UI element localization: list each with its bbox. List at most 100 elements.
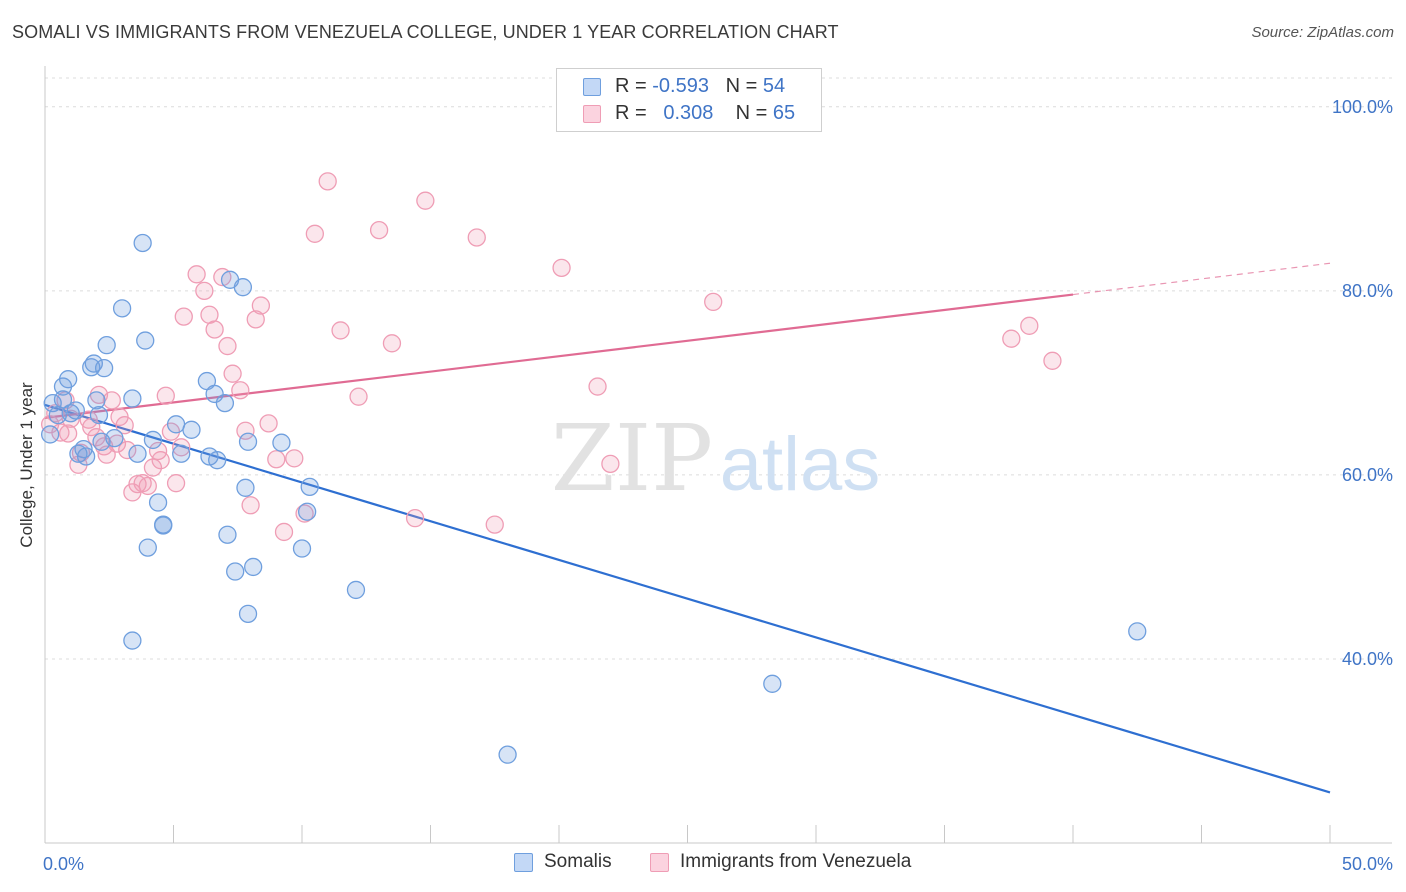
- point-somalis: [148, 493, 168, 512]
- point-venezuela: [58, 424, 78, 443]
- point-venezuela: [151, 451, 170, 470]
- point-somalis: [97, 336, 116, 355]
- point-somalis: [172, 444, 191, 463]
- trend-line-somalis: [44, 403, 1331, 794]
- point-venezuela: [416, 191, 435, 210]
- point-venezuela: [601, 454, 620, 474]
- point-venezuela: [138, 476, 157, 496]
- point-somalis: [69, 444, 88, 463]
- point-venezuela: [382, 334, 402, 353]
- point-somalis: [61, 404, 80, 423]
- point-somalis: [92, 432, 111, 451]
- point-venezuela: [1020, 316, 1039, 335]
- point-somalis: [53, 377, 73, 396]
- point-somalis: [244, 557, 263, 577]
- point-somalis: [208, 451, 227, 470]
- point-somalis: [300, 477, 319, 497]
- point-somalis: [43, 393, 62, 413]
- point-somalis: [89, 405, 109, 425]
- point-somalis: [1128, 622, 1147, 641]
- point-venezuela: [552, 258, 571, 278]
- trend-line-venezuela-extension: [1072, 262, 1331, 296]
- point-venezuela: [467, 228, 486, 247]
- point-somalis: [143, 430, 163, 450]
- bottom-legend-label-venezuela: Immigrants from Venezuela: [680, 851, 912, 872]
- legend-n-value-venezuela: 65: [772, 102, 796, 124]
- x-tick-label-max: 50.0%: [1342, 854, 1393, 874]
- point-somalis: [346, 580, 366, 600]
- point-venezuela: [259, 414, 278, 433]
- watermark-zip: ZIP: [551, 405, 713, 512]
- legend-r-label: R =: [615, 75, 653, 97]
- point-venezuela: [285, 449, 304, 468]
- point-somalis: [40, 425, 60, 444]
- point-venezuela: [349, 387, 368, 406]
- y-axis-label: College, Under 1 year: [17, 382, 36, 548]
- point-venezuela: [218, 336, 237, 356]
- point-somalis: [236, 478, 255, 497]
- point-somalis: [128, 444, 147, 463]
- point-venezuela: [318, 172, 337, 191]
- legend-n-label: N =: [725, 75, 763, 97]
- y-tick-label: 60.0%: [1342, 465, 1393, 485]
- axes: [44, 66, 1392, 844]
- point-somalis: [94, 359, 114, 378]
- point-venezuela: [205, 320, 224, 339]
- point-venezuela: [369, 220, 389, 240]
- point-somalis: [215, 393, 235, 413]
- point-somalis: [154, 516, 173, 535]
- point-venezuela: [223, 364, 242, 383]
- point-somalis: [136, 331, 155, 350]
- point-venezuela: [405, 509, 425, 528]
- point-somalis: [238, 604, 258, 624]
- legend-r-label: R =: [615, 102, 653, 124]
- point-somalis: [272, 433, 291, 452]
- y-tick-label: 80.0%: [1342, 281, 1393, 301]
- point-somalis: [133, 233, 152, 253]
- point-venezuela: [246, 310, 265, 329]
- point-venezuela: [485, 515, 504, 534]
- watermark-atlas: atlas: [720, 422, 881, 507]
- legend-n-label: N =: [735, 102, 773, 124]
- point-somalis: [182, 420, 201, 439]
- legend-n-value-somalis: 54: [762, 75, 786, 97]
- legend-r-value-venezuela: 0.308: [663, 102, 714, 124]
- legend-swatch-somalis: [583, 78, 601, 96]
- point-somalis: [218, 525, 237, 544]
- point-somalis: [123, 389, 142, 408]
- y-tick-label: 100.0%: [1332, 97, 1393, 117]
- tick-labels: 40.0% 60.0% 80.0% 100.0% 0.0% 50.0%: [43, 97, 1393, 874]
- data-points: [40, 172, 1147, 764]
- point-venezuela: [274, 522, 294, 542]
- point-somalis: [84, 354, 103, 373]
- point-venezuela: [1043, 351, 1062, 370]
- point-venezuela: [241, 496, 260, 515]
- point-somalis: [123, 631, 142, 650]
- point-venezuela: [115, 416, 134, 435]
- legend-text-venezuela: R = 0.308 N = 65: [615, 102, 795, 125]
- point-venezuela: [118, 440, 137, 460]
- point-venezuela: [79, 410, 98, 429]
- point-venezuela: [133, 474, 152, 493]
- trend-lines: [44, 262, 1331, 794]
- x-tick-label-min: 0.0%: [43, 854, 84, 874]
- correlation-legend: R = -0.593 N = 54 R = 0.308 N = 65: [556, 68, 822, 132]
- point-somalis: [292, 539, 312, 558]
- point-somalis: [166, 415, 186, 434]
- point-somalis: [233, 278, 253, 297]
- legend-text-somalis: R = -0.593 N = 54: [615, 75, 785, 98]
- point-venezuela: [174, 307, 193, 326]
- point-venezuela: [251, 296, 271, 315]
- point-somalis: [498, 745, 517, 764]
- legend-r-value-somalis: -0.593: [652, 75, 709, 97]
- watermark: ZIP atlas: [551, 405, 880, 512]
- point-venezuela: [588, 377, 607, 396]
- legend-swatch-venezuela: [583, 105, 601, 123]
- point-somalis: [66, 401, 85, 420]
- point-somalis: [138, 538, 157, 557]
- point-venezuela: [143, 458, 163, 477]
- point-somalis: [297, 502, 317, 521]
- point-venezuela: [231, 381, 250, 400]
- point-venezuela: [331, 321, 350, 340]
